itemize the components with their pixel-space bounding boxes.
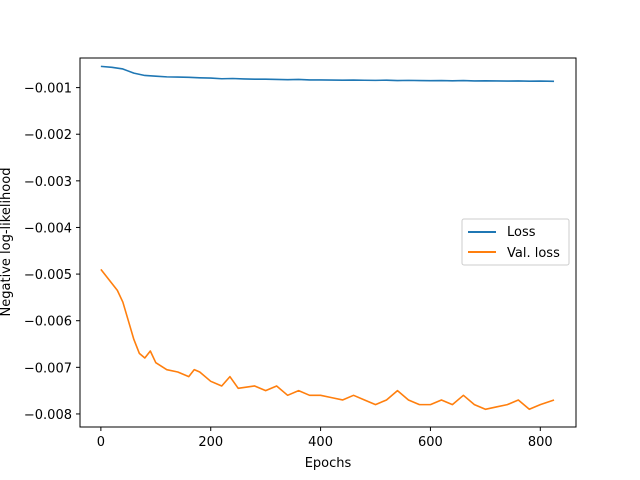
y-axis: −0.001 −0.002 −0.003 −0.004 −0.005 −0.006 −0.0…: [24, 82, 80, 423]
legend-box: [461, 218, 570, 266]
plot-frame: [79, 57, 577, 428]
y-tick-label: −0.003: [24, 175, 72, 190]
y-tick-label: −0.005: [24, 268, 72, 283]
legend-label-loss: Loss: [507, 225, 536, 240]
x-tick-label: 800: [528, 435, 553, 450]
x-tick-label: 400: [308, 435, 333, 450]
x-tick-label: 200: [198, 435, 223, 450]
y-axis-label: Negative log-likelihood: [0, 168, 14, 317]
x-axis: 0 200 400 600 800: [97, 427, 553, 450]
x-tick-label: 600: [418, 435, 443, 450]
y-tick-label: −0.004: [24, 221, 72, 236]
y-tick-label: −0.006: [24, 315, 72, 330]
y-tick-label: −0.002: [24, 128, 72, 143]
legend: Loss Val. loss: [461, 218, 570, 266]
x-axis-label: Epochs: [305, 456, 352, 471]
series-line-loss: [100, 65, 555, 83]
y-tick-label: −0.001: [24, 82, 72, 97]
legend-label-val-loss: Val. loss: [507, 246, 560, 261]
series-layer: [100, 65, 555, 411]
y-tick-label: −0.007: [24, 361, 72, 376]
x-tick-label: 0: [97, 435, 105, 450]
series-line-val-loss: [100, 268, 555, 411]
y-tick-label: −0.008: [24, 408, 72, 423]
